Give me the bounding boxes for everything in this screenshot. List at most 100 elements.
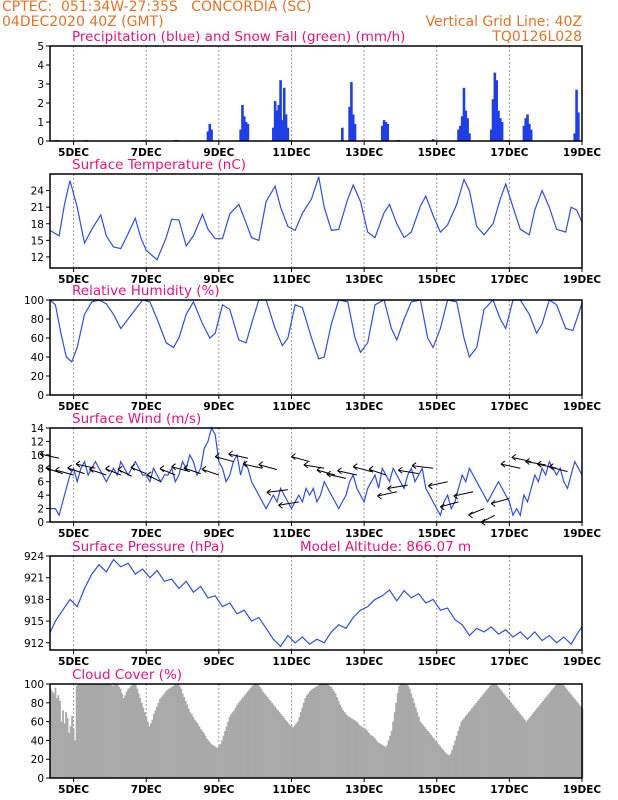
precip-bar-13 xyxy=(281,120,284,141)
cloud-bar-225 xyxy=(390,731,393,778)
x-tick-label: 5DEC xyxy=(58,274,89,286)
cloud-bar-23 xyxy=(84,684,87,778)
wind-arrowhead-14 xyxy=(214,453,220,461)
panel-5: 0 20 40 60 80 100 5DEC 7DEC 9DEC 11DEC 13DEC 15DEC 1… xyxy=(24,667,601,796)
precip-bar-16 xyxy=(286,127,290,141)
cloud-bar-224 xyxy=(389,735,392,778)
cloud-bar-54 xyxy=(131,684,134,778)
precip-bar-1 xyxy=(208,123,212,141)
wind-arrowhead-30 xyxy=(411,462,417,470)
x-tick-label: 17DEC xyxy=(490,784,529,796)
cloud-bar-252 xyxy=(431,736,434,778)
cloud-bar-78 xyxy=(168,688,170,778)
cloud-bar-176 xyxy=(316,685,319,778)
cloud-bar-59 xyxy=(139,698,142,778)
cloud-bar-150 xyxy=(277,710,279,778)
x-tick-label: 11DEC xyxy=(272,528,311,540)
wind-arrow-18 xyxy=(266,489,288,493)
cloud-bar-274 xyxy=(464,715,467,778)
wind-arrowhead-39 xyxy=(525,458,530,465)
panel-title: Relative Humidity (%) xyxy=(72,283,220,299)
cloud-bar-330 xyxy=(549,691,552,778)
cloud-bar-61 xyxy=(142,707,145,778)
wind-arrow-37 xyxy=(500,463,521,469)
wind-arrowhead-19 xyxy=(278,501,283,509)
cloud-bar-312 xyxy=(522,717,525,778)
cloud-bar-99 xyxy=(199,729,202,778)
wind-arrow-8 xyxy=(130,466,147,475)
wind-arrowhead-34 xyxy=(468,511,473,519)
cloud-bar-184 xyxy=(328,685,331,778)
cloud-bar-71 xyxy=(157,702,160,778)
cloud-bar-110 xyxy=(216,747,219,778)
wind-arrowhead-5 xyxy=(89,465,94,473)
cloud-bar-221 xyxy=(384,746,387,778)
precip-bar-33 xyxy=(468,133,471,141)
panel-frame xyxy=(49,427,583,523)
cloud-bar-65 xyxy=(148,726,151,778)
cloud-bar-290 xyxy=(489,685,491,778)
cloud-bar-104 xyxy=(207,740,210,778)
panel-frame xyxy=(49,299,583,396)
x-tick-label: 5DEC xyxy=(58,147,89,159)
cloud-bar-257 xyxy=(439,746,441,778)
cloud-bar-275 xyxy=(466,714,469,778)
cloud-bar-146 xyxy=(271,702,273,778)
panel-annotation: Model Altitude: 866.07 m xyxy=(300,539,471,555)
x-tick-label: 13DEC xyxy=(345,147,384,159)
y-tick-label: 4 xyxy=(37,490,44,502)
cloud-bar-5 xyxy=(57,695,60,778)
x-tick-label: 15DEC xyxy=(418,274,457,286)
cloud-bar-1 xyxy=(51,691,54,778)
wind-arrowhead-12 xyxy=(183,464,189,472)
panel-title: Cloud Cover (%) xyxy=(72,667,182,683)
cloud-bar-270 xyxy=(458,726,461,778)
wind-arrow-6 xyxy=(105,468,122,476)
cloud-bar-218 xyxy=(380,744,382,778)
precip-bar-32 xyxy=(466,118,469,141)
precip-bar-42 xyxy=(524,118,528,141)
cloud-bar-228 xyxy=(395,702,398,778)
cloud-bar-209 xyxy=(366,731,369,778)
wind-arrow-34 xyxy=(468,508,485,516)
cloud-bar-26 xyxy=(89,684,92,778)
x-tick-label: 9DEC xyxy=(203,656,234,668)
cloud-bar-339 xyxy=(563,685,566,778)
cloud-bar-243 xyxy=(417,716,420,778)
cloud-bar-101 xyxy=(202,732,205,778)
cloud-bar-166 xyxy=(301,707,304,778)
cloud-bar-155 xyxy=(284,719,287,778)
cloud-bar-317 xyxy=(530,715,532,778)
cloud-bar-214 xyxy=(374,738,376,778)
precip-bar-30 xyxy=(462,87,466,141)
cloud-bar-205 xyxy=(360,726,363,778)
cloud-bar-220 xyxy=(383,746,385,778)
cloud-bar-269 xyxy=(457,731,460,778)
cloud-bar-116 xyxy=(225,726,228,778)
cloud-bar-183 xyxy=(327,684,329,778)
panel-title: Surface Wind (m/s) xyxy=(72,411,201,427)
cloud-bar-163 xyxy=(296,721,299,778)
cloud-bar-168 xyxy=(304,698,307,778)
cloud-bar-46 xyxy=(119,688,122,778)
cloud-bar-329 xyxy=(548,693,551,778)
cloud-bar-158 xyxy=(289,725,292,778)
cloud-bar-320 xyxy=(534,710,537,778)
y-tick-label: 924 xyxy=(24,551,44,563)
cloud-bar-294 xyxy=(495,684,498,778)
cloud-bar-142 xyxy=(265,695,267,778)
cloud-bar-239 xyxy=(411,698,414,778)
cloud-bar-191 xyxy=(339,704,342,778)
y-tick-label: 40 xyxy=(31,735,44,747)
cloud-bar-308 xyxy=(516,710,519,778)
cloud-bar-95 xyxy=(193,719,196,778)
cloud-bar-337 xyxy=(560,684,563,778)
cloud-bar-179 xyxy=(321,684,323,778)
series-line-2 xyxy=(49,298,583,363)
cloud-bar-310 xyxy=(519,714,522,778)
x-tick-label: 7DEC xyxy=(131,274,162,286)
cloud-bar-86 xyxy=(180,688,183,778)
cloud-bar-250 xyxy=(428,732,431,778)
precip-bar-41 xyxy=(522,125,526,141)
